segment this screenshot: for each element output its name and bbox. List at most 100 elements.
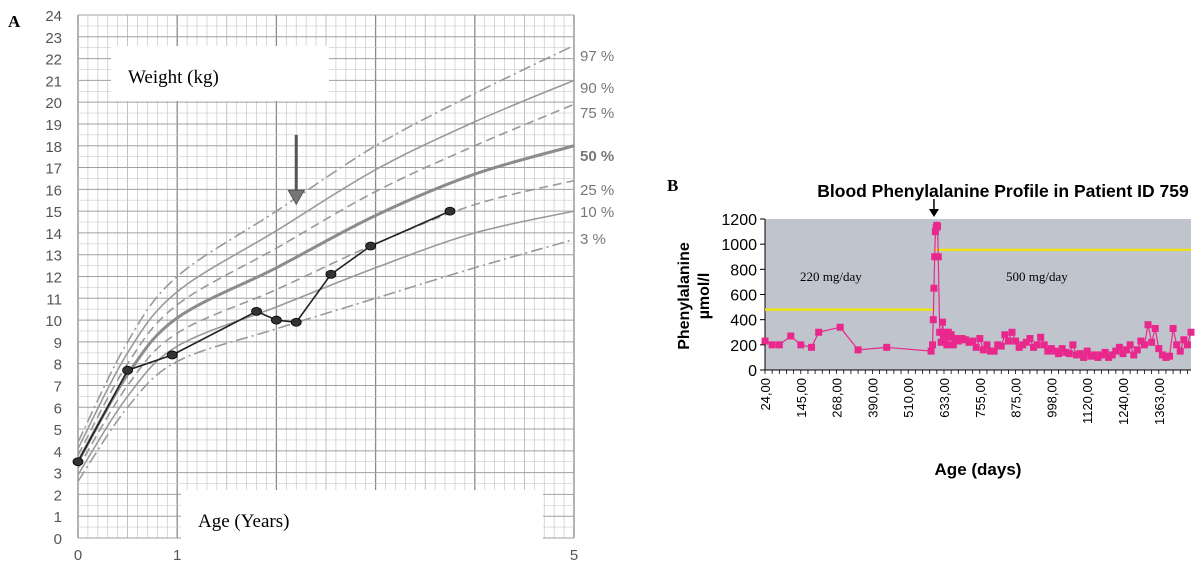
phenylalanine-point [976, 335, 984, 343]
y-tick-label: 1 [54, 509, 62, 526]
x-tick-label: 755,00 [973, 378, 988, 418]
y-tick-label: 6 [54, 400, 62, 417]
phenylalanine-point [1072, 351, 1080, 359]
panel-b-x-axis-label: Age (days) [935, 460, 1022, 479]
percentile-label: 90 % [580, 80, 614, 97]
phenylalanine-point [1026, 335, 1034, 343]
percentile-curve [77, 238, 575, 482]
y-tick-label: 600 [730, 288, 757, 305]
panel-a-y-axis-label: Weight (kg) [128, 67, 219, 88]
panel-a-x-axis-label: Age (Years) [198, 511, 289, 532]
phenylalanine-point [1076, 350, 1084, 358]
phenylalanine-point [994, 341, 1002, 349]
panel-b-y-axis-label: Phenylalanine [676, 242, 693, 350]
phenylalanine-point [979, 346, 987, 354]
y-tick-label: 2 [54, 487, 62, 504]
panel-b-arrow-icon [928, 199, 939, 217]
percentile-label: 25 % [580, 182, 614, 199]
y-tick-label: 0 [54, 531, 62, 548]
phenylalanine-point [1015, 343, 1023, 351]
threshold-label-220: 220 mg/day [800, 269, 862, 284]
phenylalanine-point [761, 337, 769, 345]
phenylalanine-point [934, 223, 942, 231]
percentile-curve [77, 210, 575, 476]
phenylalanine-point [1051, 347, 1059, 355]
phenylalanine-point [1162, 353, 1170, 361]
y-tick-label: 21 [45, 73, 62, 90]
x-tick-label: 390,00 [865, 378, 880, 418]
y-tick-label: 18 [45, 139, 62, 156]
panel-b-y-axis: 0 200 400 600 800 1000 1200 [721, 212, 766, 380]
phenylalanine-point [1173, 341, 1181, 349]
phenylalanine-point [1090, 351, 1098, 359]
phenylalanine-point [990, 347, 998, 355]
phenylalanine-point [930, 284, 938, 292]
phenylalanine-point [1187, 328, 1195, 336]
phenylalanine-point [1151, 324, 1159, 332]
phenylalanine-point [1087, 352, 1095, 360]
patient-growth-point [251, 306, 262, 316]
phenylalanine-point [808, 343, 816, 351]
y-tick-label: 3 [54, 466, 62, 483]
phenylalanine-point [1123, 346, 1131, 354]
phenylalanine-point [775, 341, 783, 349]
phenylalanine-point [1065, 350, 1073, 358]
y-tick-label: 15 [45, 204, 62, 221]
phenylalanine-point [940, 335, 948, 343]
phenylalanine-point [1115, 343, 1123, 351]
phenylalanine-point [1044, 347, 1052, 355]
x-tick-label: 0 [74, 547, 82, 564]
x-tick-label: 5 [570, 547, 578, 564]
phenylalanine-point [787, 332, 795, 340]
y-tick-label: 23 [45, 30, 62, 47]
x-tick-label: 1363,00 [1152, 378, 1167, 425]
y-tick-label: 13 [45, 248, 62, 265]
phenylalanine-point [1040, 341, 1048, 349]
phenylalanine-point [1183, 341, 1191, 349]
panel-a-arrow-icon [287, 134, 306, 206]
percentile-curve [77, 44, 575, 443]
phenylalanine-point [1155, 345, 1163, 353]
patient-growth-point [166, 350, 178, 360]
phenylalanine-point [949, 341, 957, 349]
phenylalanine-point [997, 342, 1005, 350]
x-tick-label: 1120,00 [1080, 378, 1095, 424]
phenylalanine-point [927, 347, 935, 355]
y-tick-label: 7 [54, 378, 62, 395]
phenylalanine-point [1126, 341, 1134, 349]
phenylalanine-point [1080, 353, 1088, 361]
phenylalanine-point [1022, 338, 1030, 346]
percentile-label: 97 % [580, 48, 614, 65]
phenylalanine-point [954, 337, 962, 345]
phenylalanine-point [969, 337, 977, 345]
panel-b-thresholds: 220 mg/day 500 mg/day [765, 248, 1191, 311]
y-tick-label: 800 [730, 262, 757, 279]
phenylalanine-point [1144, 321, 1152, 329]
x-tick-label: 998,00 [1044, 378, 1059, 418]
phenylalanine-point [1112, 347, 1120, 355]
phenylalanine-point [1140, 341, 1148, 349]
phenylalanine-point [1008, 328, 1016, 336]
y-tick-label: 400 [730, 313, 757, 330]
phenylalanine-point [836, 323, 844, 331]
y-tick-label: 22 [45, 52, 62, 69]
percentile-label: 3 % [580, 231, 606, 248]
phenylalanine-point [1148, 338, 1156, 346]
phenylalanine-point [934, 253, 942, 261]
x-tick-label: 145,00 [794, 378, 809, 418]
phenylalanine-point [1101, 348, 1109, 356]
y-tick-label: 12 [45, 270, 62, 287]
x-tick-label: 510,00 [901, 378, 916, 418]
phenylalanine-point [1137, 337, 1145, 345]
y-tick-label: 9 [54, 335, 62, 352]
arrow-head [287, 189, 306, 206]
panel-b-title: Blood Phenylalanine Profile in Patient I… [817, 181, 1189, 201]
phenylalanine-point [1094, 353, 1102, 361]
x-tick-label: 1 [173, 547, 181, 564]
weight-label-box [111, 46, 329, 101]
phenylalanine-point [937, 338, 945, 346]
phenylalanine-point [1083, 347, 1091, 355]
phenylalanine-point [1062, 348, 1070, 356]
